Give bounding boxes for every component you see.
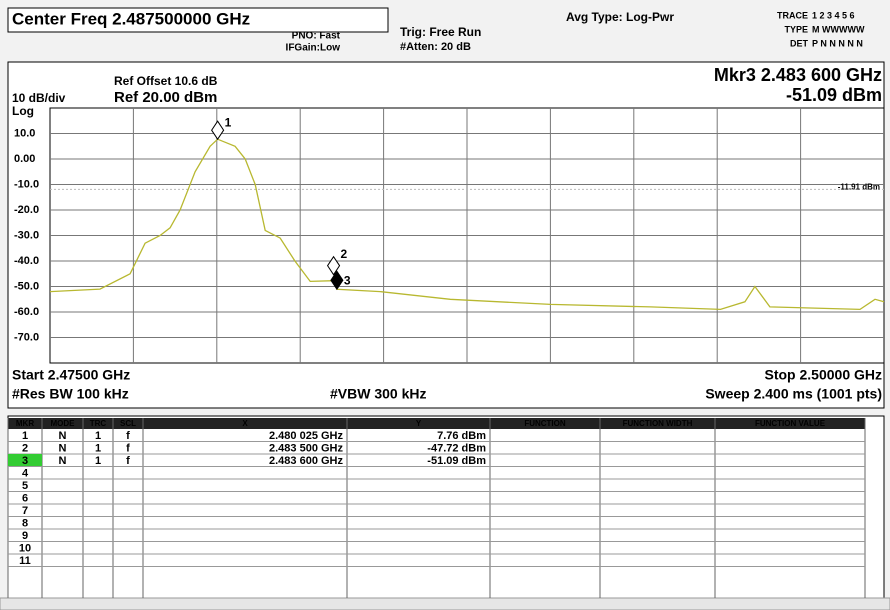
label: 2.483 600 GHz (269, 455, 343, 467)
label: Mkr3 2.483 600 GHz (714, 65, 882, 85)
label: TYPE (784, 24, 808, 34)
label: Y (416, 419, 422, 428)
label: N (59, 443, 67, 455)
label: SCL (120, 419, 136, 428)
label: 11 (19, 555, 31, 567)
label: TRC (90, 419, 107, 428)
label: #Atten: 20 dB (400, 41, 471, 53)
label: Sweep 2.400 ms (1001 pts) (705, 386, 882, 402)
label: 1 (95, 430, 101, 442)
label: Center Freq 2.487500000 GHz (12, 9, 250, 28)
table-header (8, 418, 865, 429)
label: PNO: Fast (292, 31, 341, 42)
label: Start 2.47500 GHz (12, 367, 130, 383)
label: 2.480 025 GHz (269, 430, 343, 442)
label: 0.00 (14, 153, 35, 165)
label: 7.76 dBm (437, 430, 486, 442)
marker-table (7, 415, 885, 599)
label: f (126, 443, 130, 455)
label: 4 (22, 468, 29, 480)
label: FUNCTION (524, 419, 566, 428)
trace (49, 138, 885, 311)
label: N (59, 430, 67, 442)
label: -50.0 (14, 280, 39, 292)
label: IFGain:Low (286, 43, 341, 54)
label: 1 (225, 115, 232, 129)
label: -11.91 dBm (838, 182, 880, 191)
label: P N N N N N (812, 38, 863, 48)
marker (211, 120, 225, 141)
label: N (59, 455, 67, 467)
label: -20.0 (14, 204, 39, 216)
label: Log (12, 104, 34, 118)
label: 1 (95, 455, 101, 467)
label: #VBW 300 kHz (330, 386, 426, 402)
label: 3 (344, 273, 351, 287)
label: Trig: Free Run (400, 25, 481, 39)
label: 1 (22, 430, 28, 442)
label: -30.0 (14, 229, 39, 241)
label: f (126, 455, 130, 467)
label: TRACE (777, 10, 808, 20)
label: 8 (22, 518, 28, 530)
label: 5 (22, 480, 28, 492)
label: -40.0 (14, 255, 39, 267)
label: 2 (22, 443, 28, 455)
label: 2.483 500 GHz (269, 443, 343, 455)
label: 2 (341, 247, 348, 261)
label: -70.0 (14, 331, 39, 343)
center-freq-box (7, 7, 389, 33)
label: 1 2 3 4 5 6 (812, 10, 855, 20)
label: -51.09 dBm (786, 85, 882, 105)
label: -47.72 dBm (427, 443, 486, 455)
label: FUNCTION WIDTH (623, 419, 693, 428)
scrollbar[interactable] (0, 597, 890, 610)
label: -10.0 (14, 178, 39, 190)
label: 10 dB/div (12, 91, 66, 105)
label: 10 (19, 543, 31, 555)
label: 6 (22, 493, 28, 505)
label: 10.0 (14, 127, 35, 139)
label: MODE (51, 419, 76, 428)
label: 7 (22, 505, 28, 517)
marker (330, 270, 344, 291)
label: #Res BW 100 kHz (12, 386, 129, 402)
label: MKR (16, 419, 34, 428)
label: M WWWWW (812, 24, 865, 34)
active-row (8, 454, 42, 467)
marker (326, 255, 341, 276)
label: FUNCTION VALUE (755, 419, 826, 428)
label: Ref 20.00 dBm (114, 89, 217, 106)
label: 3 (22, 455, 28, 467)
label: f (126, 430, 130, 442)
label: DET (790, 38, 809, 48)
label: Stop 2.50000 GHz (765, 367, 883, 383)
label: -60.0 (14, 306, 39, 318)
label: X (242, 419, 248, 428)
label: 9 (22, 530, 28, 542)
label: Ref Offset 10.6 dB (114, 74, 218, 88)
label: 1 (95, 443, 101, 455)
label: Avg Type: Log-Pwr (566, 10, 674, 24)
label: -51.09 dBm (427, 455, 486, 467)
